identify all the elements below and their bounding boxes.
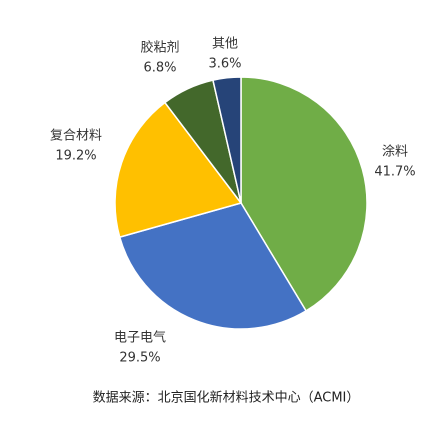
slice-label: 胶粘剂	[140, 40, 179, 56]
pie-slice	[240, 76, 368, 312]
slice-label: 涂料	[382, 144, 408, 160]
slice-label: 电子电气	[114, 330, 166, 346]
pie-slice	[212, 76, 242, 204]
slice-value-label: 6.8%	[143, 61, 176, 76]
pie-slice	[118, 202, 308, 330]
slice-label: 复合材料	[50, 129, 102, 144]
slice-value-label: 41.7%	[374, 165, 415, 180]
slice-value-label: 29.5%	[119, 351, 160, 366]
source-note: 数据来源：北京国化新材料技术中心（ACMI）	[93, 390, 360, 406]
slice-value-label: 19.2%	[55, 149, 96, 164]
slice-label: 其他	[212, 37, 238, 52]
slice-value-label: 3.6%	[208, 57, 241, 72]
pie-slice	[114, 101, 243, 239]
